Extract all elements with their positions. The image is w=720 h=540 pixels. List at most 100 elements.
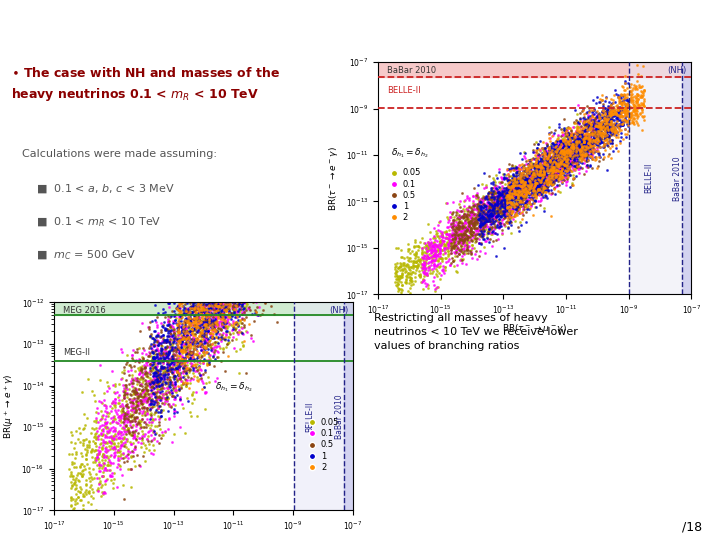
Point <box>557 154 568 163</box>
Point <box>102 461 114 469</box>
Point <box>213 342 225 350</box>
Point <box>264 197 276 205</box>
Point <box>523 183 535 191</box>
Point <box>615 94 626 103</box>
Point <box>619 116 631 124</box>
Point <box>240 270 251 279</box>
Point <box>231 299 243 308</box>
Point <box>206 296 217 305</box>
Point <box>112 429 123 437</box>
Point <box>189 361 201 369</box>
Point <box>154 389 166 397</box>
Point <box>92 445 104 454</box>
Point <box>213 286 225 294</box>
Point <box>626 108 637 117</box>
Point <box>191 321 202 330</box>
Point <box>513 199 525 208</box>
Point <box>459 235 471 244</box>
Point <box>580 143 592 151</box>
Point <box>221 293 233 301</box>
Point <box>246 263 258 272</box>
Point <box>260 251 271 260</box>
Point <box>534 190 546 199</box>
Point <box>530 155 541 164</box>
Point <box>161 393 173 402</box>
Point <box>605 111 616 119</box>
Point <box>502 192 513 200</box>
Point <box>228 300 239 308</box>
Point <box>179 339 190 348</box>
Point <box>206 331 217 340</box>
Point <box>200 309 212 318</box>
Point <box>202 345 213 353</box>
Point <box>295 187 307 196</box>
Point <box>192 263 204 272</box>
Point <box>220 323 231 332</box>
Point <box>618 107 629 116</box>
Point <box>621 104 632 112</box>
Point <box>214 317 225 326</box>
Point <box>270 255 282 264</box>
Point <box>575 125 586 133</box>
Point <box>444 231 455 239</box>
Point <box>210 322 221 330</box>
Point <box>502 192 513 201</box>
Point <box>166 355 178 364</box>
Point <box>505 208 516 217</box>
Point <box>106 439 117 448</box>
Point <box>579 125 590 134</box>
Point <box>572 137 584 145</box>
Point <box>258 201 270 210</box>
Point <box>489 212 500 220</box>
Point <box>97 468 109 476</box>
Point <box>582 156 594 164</box>
Point <box>173 361 184 369</box>
Point <box>159 343 171 352</box>
Point <box>265 196 276 205</box>
Point <box>626 111 637 119</box>
Point <box>527 148 539 157</box>
Point <box>503 207 515 215</box>
Point <box>168 329 179 338</box>
Point <box>100 422 112 431</box>
Point <box>588 117 600 126</box>
Point <box>120 416 131 424</box>
Point <box>634 83 646 92</box>
Point <box>481 230 492 238</box>
Point <box>106 475 117 484</box>
Point <box>163 349 175 358</box>
Point <box>184 321 195 330</box>
Point <box>143 401 155 409</box>
Point <box>249 245 261 253</box>
Point <box>218 259 230 267</box>
Point <box>89 438 101 447</box>
Point <box>464 230 476 238</box>
Point <box>415 262 427 271</box>
Point <box>138 452 149 461</box>
Point <box>251 280 262 289</box>
Point <box>202 279 213 288</box>
Point <box>405 263 417 272</box>
Point <box>232 269 243 278</box>
Point <box>217 286 229 295</box>
Point <box>473 209 485 218</box>
Point <box>454 218 465 226</box>
Point <box>243 233 255 241</box>
Point <box>206 298 217 307</box>
Point <box>539 177 551 185</box>
Point <box>487 200 499 209</box>
Point <box>549 159 561 167</box>
Point <box>554 163 566 172</box>
Point <box>147 388 158 397</box>
Point <box>585 143 596 151</box>
Point <box>148 402 160 410</box>
Point <box>222 285 234 293</box>
Point <box>204 315 215 324</box>
Point <box>220 298 232 306</box>
Point <box>181 333 192 342</box>
Point <box>272 215 284 224</box>
Point <box>113 399 125 408</box>
Point <box>81 451 92 460</box>
Point <box>240 241 252 249</box>
Point <box>225 249 237 258</box>
